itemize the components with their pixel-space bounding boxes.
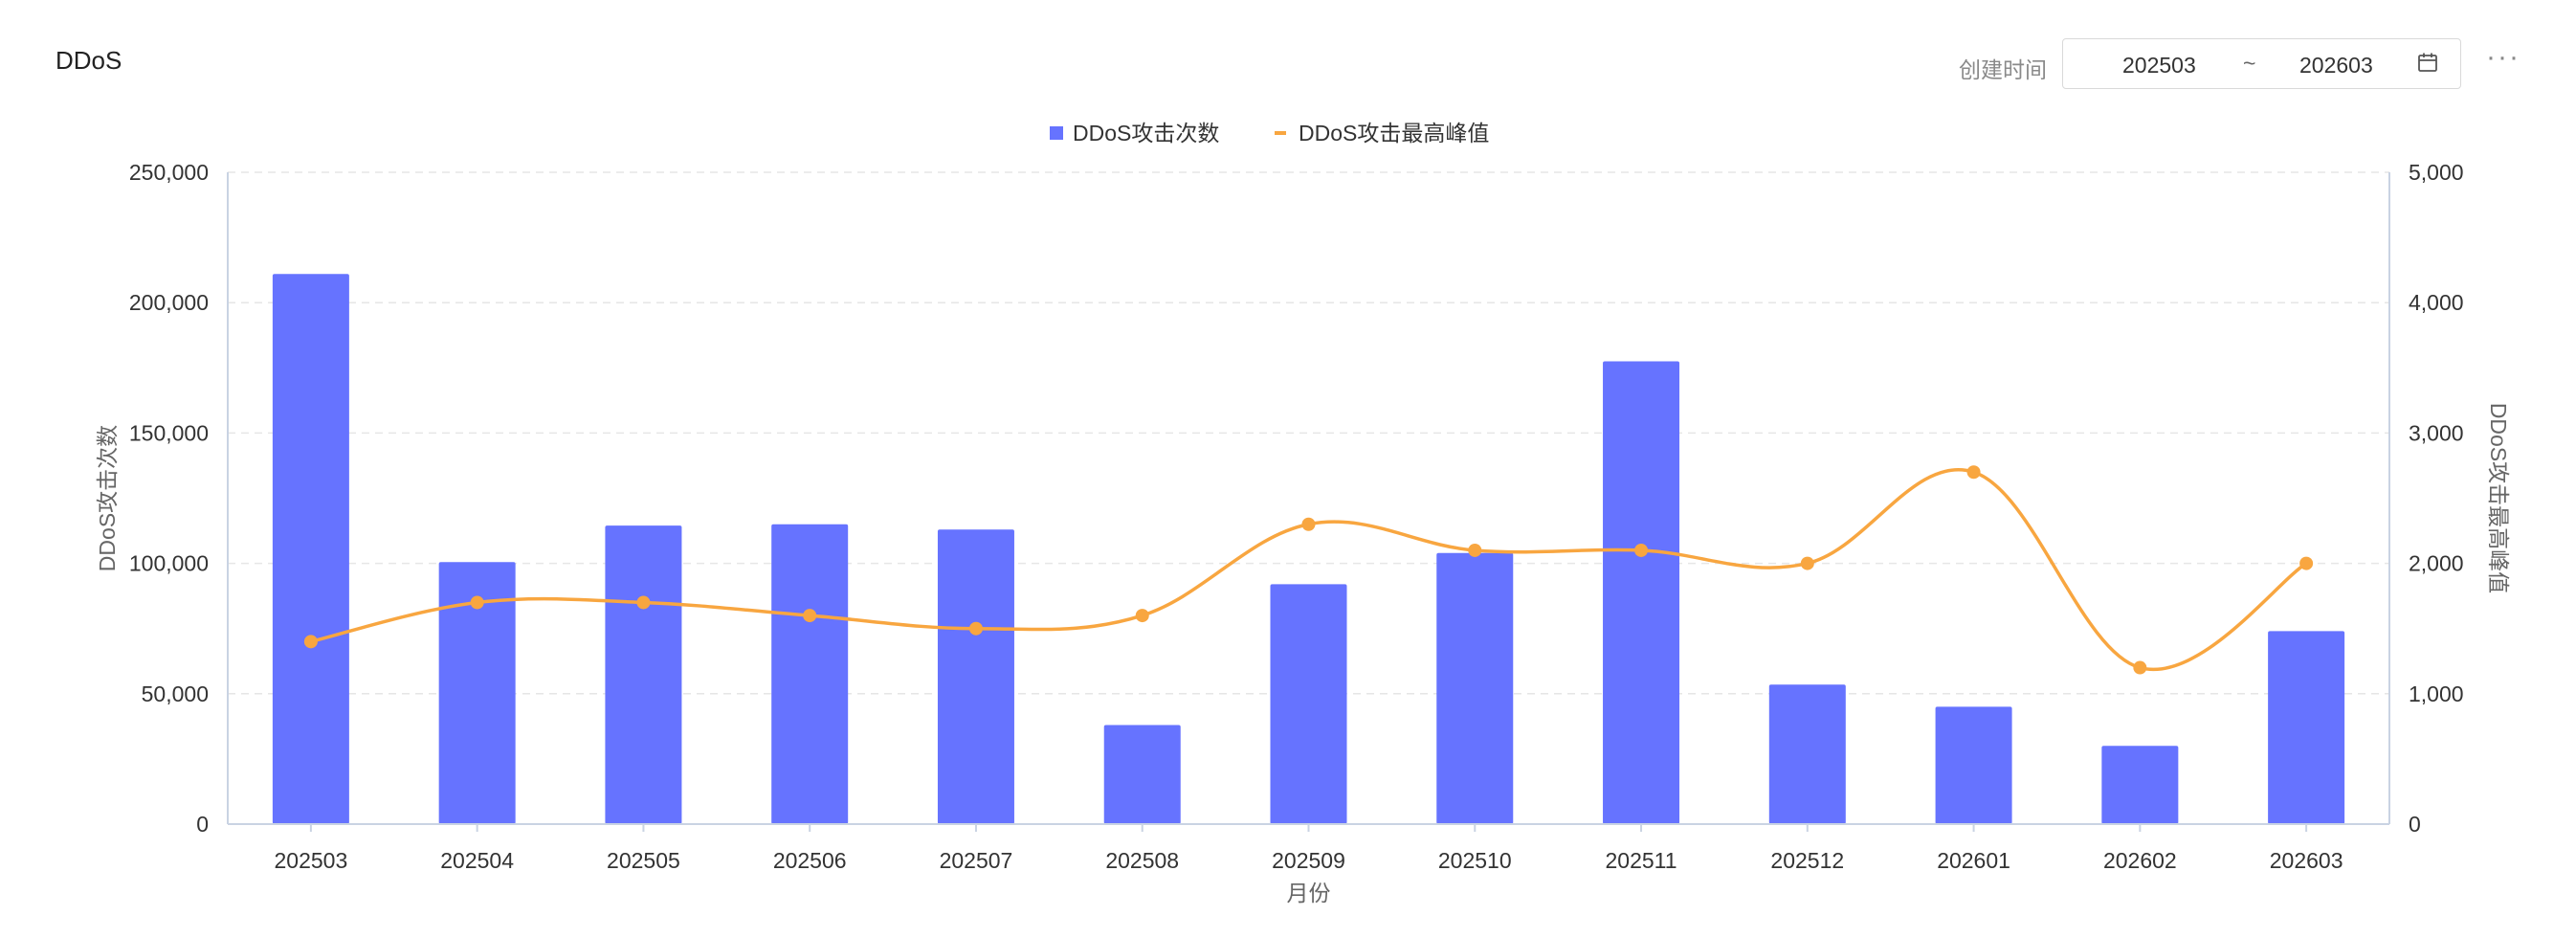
peak-point-202601 <box>1966 465 1981 480</box>
bar-202603 <box>2268 631 2345 824</box>
peak-point-202510 <box>1468 543 1482 557</box>
x-tick-label: 202601 <box>1937 848 2010 873</box>
x-tick-label: 202503 <box>275 848 348 873</box>
legend-bar-marker <box>1050 126 1063 140</box>
x-tick-label: 202511 <box>1606 848 1677 873</box>
x-tick-label: 202507 <box>940 848 1013 873</box>
chart-title: DDoS <box>56 46 122 75</box>
x-tick-label: 202508 <box>1105 848 1179 873</box>
y-right-tick-label: 4,000 <box>2409 290 2464 315</box>
y-right-tick-label: 1,000 <box>2409 681 2464 706</box>
peak-point-202508 <box>1135 609 1149 623</box>
x-tick-label: 202510 <box>1438 848 1512 873</box>
x-axis-title: 月份 <box>1287 881 1331 905</box>
peak-point-202511 <box>1634 543 1649 557</box>
x-tick-label: 202602 <box>2103 848 2177 873</box>
y-left-tick-label: 250,000 <box>129 160 209 185</box>
date-separator: ~ <box>2243 51 2256 76</box>
y-left-tick-label: 100,000 <box>129 551 209 576</box>
legend-line-label: DDoS攻击最高峰值 <box>1299 121 1489 145</box>
bar-202506 <box>771 524 849 824</box>
axes: 0 0 50,000 1,000 100,000 2,000 150,000 3,000 200… <box>95 160 2511 905</box>
bar-series <box>272 274 2345 825</box>
bar-202512 <box>1768 684 1846 824</box>
y-left-tick-label: 200,000 <box>129 290 209 315</box>
peak-point-202506 <box>803 609 817 623</box>
peak-point-202505 <box>636 595 651 610</box>
y-left-tick-label: 150,000 <box>129 420 209 445</box>
x-tick-label: 202506 <box>773 848 847 873</box>
peak-point-202504 <box>470 595 484 610</box>
y-left-axis-title: DDoS攻击次数 <box>95 425 120 571</box>
x-tick-label: 202512 <box>1770 848 1844 873</box>
peak-point-202602 <box>2133 660 2147 675</box>
bar-202507 <box>937 529 1014 824</box>
calendar-icon[interactable] <box>2416 51 2439 74</box>
date-start-input[interactable]: 202503 <box>2122 53 2196 78</box>
y-right-tick-label: 2,000 <box>2409 551 2464 576</box>
peak-point-202503 <box>303 635 318 649</box>
line-series <box>303 465 2314 675</box>
bar-202602 <box>2101 746 2179 824</box>
y-right-axis-title: DDoS攻击最高峰值 <box>2486 403 2511 593</box>
y-left-tick-label: 50,000 <box>142 681 209 706</box>
peak-point-202512 <box>1800 556 1814 570</box>
date-range-picker[interactable]: 202503 ~ 202603 <box>2062 38 2461 89</box>
x-tick-label: 202504 <box>440 848 514 873</box>
bar-202508 <box>1103 725 1181 824</box>
y-right-tick-label: 0 <box>2409 812 2421 837</box>
grid-lines <box>228 171 2389 695</box>
more-horizontal-icon[interactable]: ··· <box>2486 41 2520 73</box>
peak-point-202509 <box>1301 517 1316 531</box>
y-left-tick-label: 0 <box>196 812 209 837</box>
bar-202505 <box>605 525 682 824</box>
y-right-tick-label: 3,000 <box>2409 420 2464 445</box>
bar-202504 <box>438 562 516 824</box>
bar-202511 <box>1603 361 1680 824</box>
y-right-tick-label: 5,000 <box>2409 160 2464 185</box>
bar-202510 <box>1436 552 1514 824</box>
bar-202601 <box>1935 706 2012 824</box>
x-tick-label: 202505 <box>607 848 680 873</box>
date-end-input[interactable]: 202603 <box>2299 53 2373 78</box>
x-tick-label: 202509 <box>1272 848 1345 873</box>
bar-202503 <box>272 274 349 825</box>
bar-202509 <box>1270 584 1347 824</box>
peak-point-202603 <box>2299 556 2314 570</box>
peak-point-202507 <box>968 621 983 636</box>
date-filter-label: 创建时间 <box>1959 57 2047 82</box>
x-tick-label: 202603 <box>2270 848 2343 873</box>
legend-bar-label: DDoS攻击次数 <box>1073 121 1219 145</box>
legend: DDoS攻击次数 DDoS攻击最高峰值 <box>1050 121 1489 145</box>
